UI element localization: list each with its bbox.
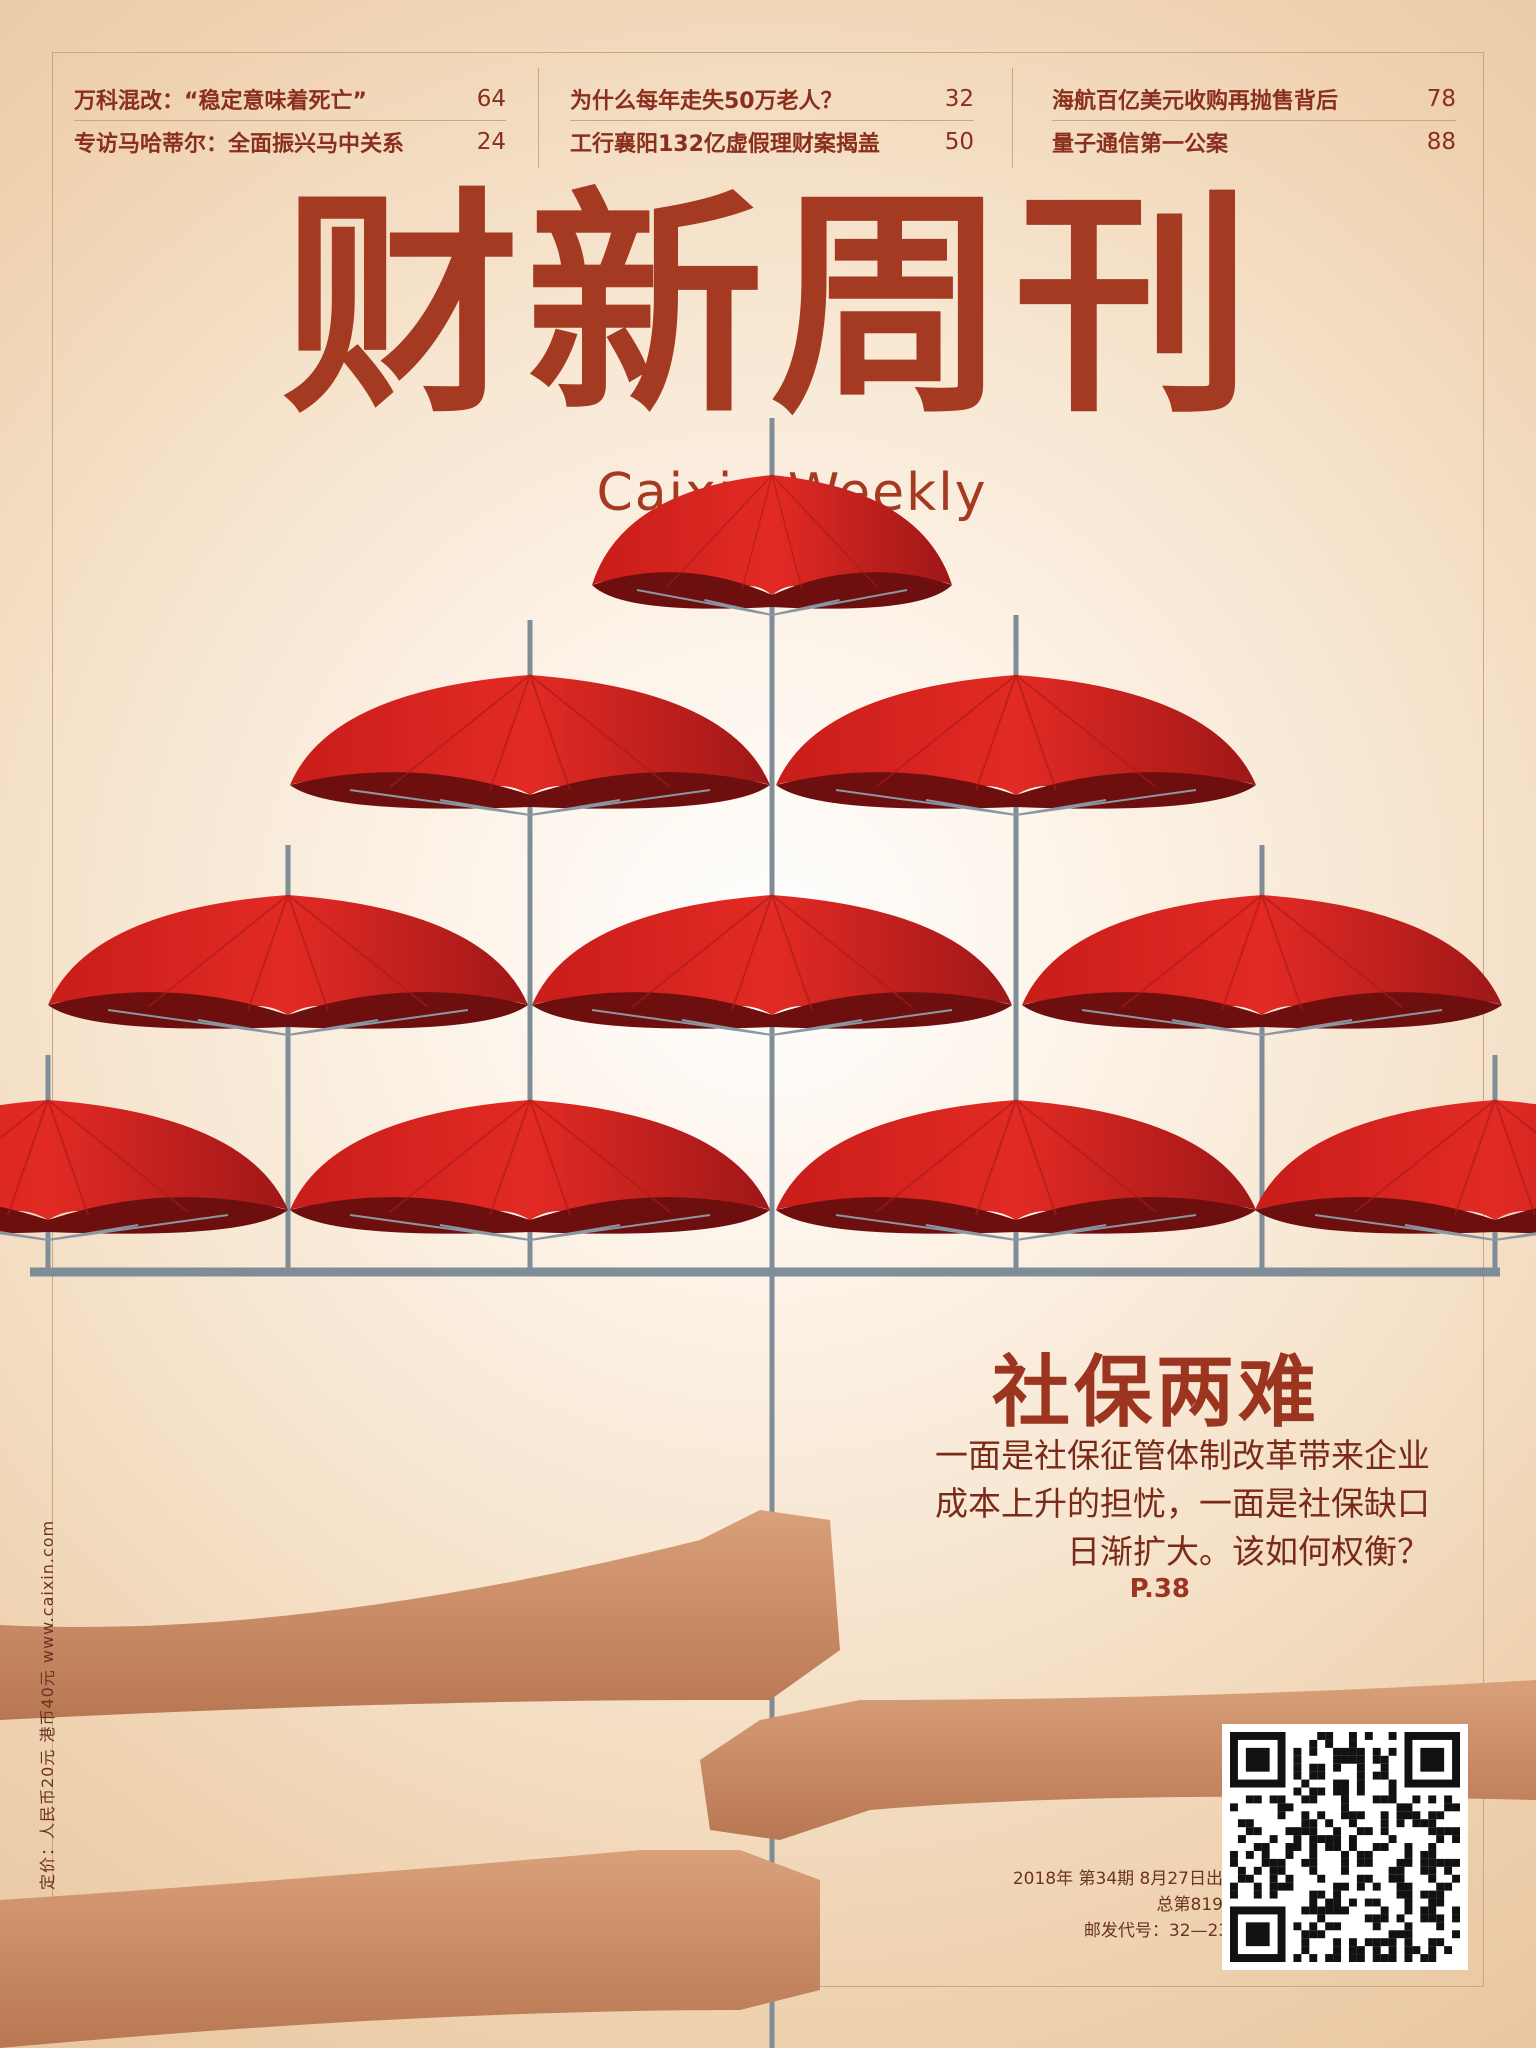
cover-story-dek: 一面是社保征管体制改革带来企业 成本上升的担忧，一面是社保缺口 日渐扩大。该如何… (870, 1432, 1430, 1576)
qr-code[interactable] (1222, 1724, 1468, 1970)
toc-divider (1012, 68, 1013, 168)
umbrella-icon (47, 894, 529, 1036)
dek-line: 成本上升的担忧，一面是社保缺口 (935, 1484, 1430, 1523)
issue-total: 总第819期 (1156, 1895, 1240, 1915)
toc-title: 万科混改：“稳定意味着死亡” (74, 89, 367, 114)
umbrella-icon (1254, 1099, 1536, 1241)
toc-item[interactable]: 专访马哈蒂尔：全面振兴马中关系 24 (74, 120, 506, 163)
hand-icon (700, 1680, 1536, 1840)
toc-item[interactable]: 量子通信第一公案 88 (1052, 120, 1456, 163)
umbrella-icon (289, 1099, 771, 1241)
toc-title: 海航百亿美元收购再抛售背后 (1052, 89, 1339, 114)
toc-title: 工行襄阳132亿虚假理财案揭盖 (570, 132, 880, 157)
toc-title: 专访马哈蒂尔：全面振兴马中关系 (74, 132, 405, 157)
toc-column-1: 万科混改：“稳定意味着死亡” 64 专访马哈蒂尔：全面振兴马中关系 24 (74, 78, 506, 168)
toc-page: 50 (944, 129, 974, 155)
umbrella-icon (775, 1099, 1257, 1241)
toc-title: 为什么每年走失50万老人？ (570, 89, 843, 114)
toc-item[interactable]: 为什么每年走失50万老人？ 32 (570, 78, 974, 120)
umbrella-icon (1021, 894, 1503, 1036)
masthead-logo: 财新周刊 (282, 169, 1258, 446)
toc-page: 78 (1426, 86, 1456, 112)
dek-line: 一面是社保征管体制改革带来企业 (935, 1436, 1430, 1475)
issue-date: 2018年 第34期 8月27日出版 (1012, 1869, 1240, 1889)
toc-column-3: 海航百亿美元收购再抛售背后 78 量子通信第一公案 88 (1052, 78, 1456, 168)
toc-page: 88 (1426, 129, 1456, 155)
umbrella-icon (289, 674, 771, 816)
toc-item[interactable]: 工行襄阳132亿虚假理财案揭盖 50 (570, 120, 974, 163)
cover-story-title: 社保两难 (991, 1347, 1320, 1438)
toc-page: 64 (476, 86, 506, 112)
toc-divider (538, 68, 539, 168)
hand-icon (0, 1510, 840, 1720)
dek-line: 日渐扩大。该如何权衡？ (1067, 1532, 1430, 1571)
toc-column-2: 为什么每年走失50万老人？ 32 工行襄阳132亿虚假理财案揭盖 50 (570, 78, 974, 168)
hand-icon (0, 1850, 820, 2048)
umbrella-icon (775, 674, 1257, 816)
umbrella-icon (531, 894, 1013, 1036)
umbrella-icon (591, 474, 953, 616)
toc-item[interactable]: 万科混改：“稳定意味着死亡” 64 (74, 78, 506, 120)
postal-code: 邮发代号：32—235 (1083, 1921, 1240, 1941)
price-and-url: 定价：人民币20元 港币40元 www.caixin.com (38, 1519, 57, 1890)
qr-code-pattern (1230, 1732, 1460, 1962)
issue-info: 2018年 第34期 8月27日出版 总第819期 邮发代号：32—235 (880, 1866, 1240, 1944)
toc-page: 24 (476, 129, 506, 155)
toc-page: 32 (944, 86, 974, 112)
toc-item[interactable]: 海航百亿美元收购再抛售背后 78 (1052, 78, 1456, 120)
toc-title: 量子通信第一公案 (1052, 132, 1229, 157)
cover-story-page[interactable]: P.38 (1129, 1574, 1190, 1604)
umbrella-icon (0, 1099, 289, 1241)
